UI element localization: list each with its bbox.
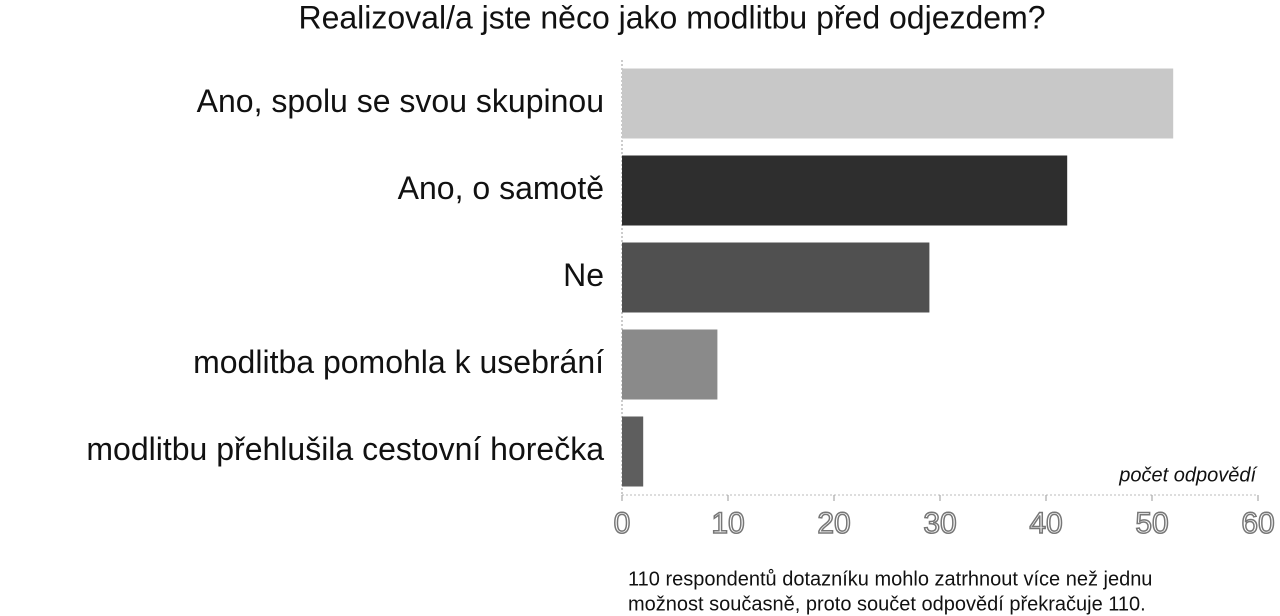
y-tick-label: Ne [563, 257, 604, 293]
x-tick-label: 20 [817, 507, 850, 540]
x-tick-label: 40 [1029, 507, 1062, 540]
chart-title: Realizoval/a jste něco jako modlitbu pře… [298, 0, 1045, 35]
x-tick-label: 30 [923, 507, 956, 540]
x-tick-label: 60 [1241, 507, 1274, 540]
x-tick-label: 0 [614, 507, 631, 540]
note: možnost současně, proto součet odpovědí … [628, 593, 1146, 615]
y-tick-label: modlitba pomohla k usebrání [193, 344, 604, 380]
note: 110 respondentů dotazníku mohlo zatrhnou… [628, 568, 1152, 590]
x-tick-label: 10 [711, 507, 744, 540]
bar [622, 155, 1068, 226]
bar [622, 416, 644, 487]
x-axis-label: počet odpovědí [1118, 464, 1258, 486]
bar [622, 242, 930, 313]
y-tick-label: Ano, o samotě [398, 170, 604, 206]
bar [622, 68, 1174, 139]
y-tick-label: Ano, spolu se svou skupinou [197, 83, 604, 119]
y-tick-label: modlitbu přehlušila cestovní horečka [86, 431, 604, 467]
x-tick-label: 50 [1135, 507, 1168, 540]
bar [622, 329, 718, 400]
